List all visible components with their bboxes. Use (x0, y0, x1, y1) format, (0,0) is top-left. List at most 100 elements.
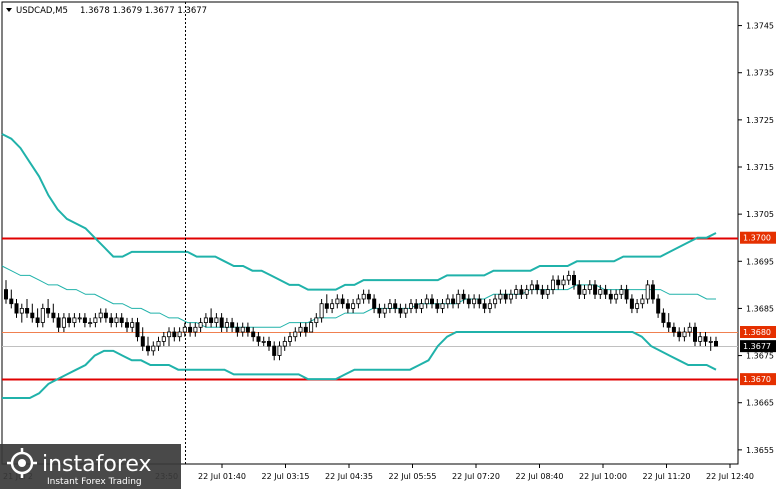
candle (582, 284, 587, 299)
level-tag-1-label: 1.3680 (743, 328, 771, 337)
candle (266, 336, 271, 351)
candle (487, 299, 492, 314)
candle (240, 322, 245, 337)
candle (603, 284, 608, 299)
candle (503, 289, 508, 304)
candle-body (487, 303, 492, 309)
candle (714, 336, 719, 347)
candle (472, 294, 477, 309)
candle (666, 313, 671, 332)
candle-body (324, 303, 329, 309)
candle-body (277, 345, 282, 356)
candle-body (629, 298, 634, 309)
candle-body (693, 326, 698, 342)
candle-body (477, 298, 482, 305)
candle (451, 294, 456, 309)
x-axis: 22 Jul 01:40 22 Jul 03:15 22 Jul 04:35 22 J… (3, 464, 754, 481)
candle (456, 289, 461, 309)
candle-body (645, 284, 650, 300)
candle (587, 280, 592, 295)
candle (419, 299, 424, 314)
candle-body (429, 298, 434, 305)
candle-body (303, 326, 308, 333)
candle-body (708, 340, 713, 343)
candle (156, 336, 161, 351)
candle-body (351, 303, 356, 309)
candle (366, 289, 371, 304)
candle-body (603, 289, 608, 295)
candle (135, 317, 140, 342)
candle (224, 317, 229, 332)
candle (387, 299, 392, 314)
candle-body (414, 303, 419, 309)
candle (309, 317, 314, 333)
candle-body (119, 317, 124, 323)
candle-body (172, 331, 177, 338)
candle (377, 303, 382, 318)
y-tick-label: 1.3715 (746, 163, 774, 172)
candle-body (698, 336, 703, 342)
candle (330, 299, 335, 314)
candle-body (145, 345, 150, 352)
candle (303, 322, 308, 337)
candle-body (67, 317, 72, 323)
candle-body (56, 317, 61, 328)
candle (577, 280, 582, 299)
candle-body (377, 307, 382, 314)
candle-body (614, 293, 619, 300)
candle (629, 294, 634, 314)
y-tick-label: 1.3725 (746, 116, 774, 125)
candle (14, 299, 19, 318)
candle (209, 308, 214, 328)
candle (608, 289, 613, 304)
candle (277, 341, 282, 361)
candle (35, 308, 40, 328)
candle-body (9, 298, 14, 305)
candle (51, 303, 56, 323)
candle (182, 322, 187, 337)
level-tag-2-label: 1.3670 (743, 375, 771, 384)
logo-mark-icon (7, 448, 37, 478)
candle-body (340, 298, 345, 305)
candle (693, 322, 698, 347)
candle-body (46, 307, 51, 314)
candle-body (298, 326, 303, 333)
y-tick-label: 1.3695 (746, 257, 774, 266)
y-tick-label: 1.3745 (746, 22, 774, 31)
candle-body (714, 340, 719, 347)
candle (109, 313, 114, 328)
candle (4, 280, 9, 304)
candle (67, 313, 72, 328)
candle (40, 303, 45, 328)
candle-body (656, 298, 661, 314)
candle (650, 280, 655, 304)
candle (551, 275, 556, 295)
candle-body (61, 317, 66, 328)
candle (382, 303, 387, 318)
x-tick-label: 22 Jul 04:35 (325, 472, 373, 481)
candle-body (330, 303, 335, 309)
candle-body (151, 345, 156, 352)
candle (72, 313, 77, 328)
candle (429, 294, 434, 309)
candle-body (466, 298, 471, 305)
candle-body (109, 317, 114, 323)
dropdown-triangle-icon[interactable] (6, 8, 12, 12)
x-tick-label: 22 Jul 01:40 (198, 472, 246, 481)
x-tick-label: 22 Jul 03:15 (262, 472, 310, 481)
candle (408, 299, 413, 314)
candle (671, 322, 676, 337)
candle (624, 284, 629, 304)
y-axis: 1.3745 1.3735 1.3725 1.3715 1.3705 1.3695 1.36… (738, 22, 774, 455)
level-tag-0-bg (740, 231, 776, 244)
candle (356, 294, 361, 309)
candle-body (671, 326, 676, 333)
candle-body (540, 289, 545, 295)
candle (172, 327, 177, 342)
candle-body (140, 336, 145, 347)
candle (130, 317, 135, 332)
candle-body (161, 336, 166, 342)
candle (566, 270, 571, 285)
y-tick-label: 1.3655 (746, 446, 774, 455)
